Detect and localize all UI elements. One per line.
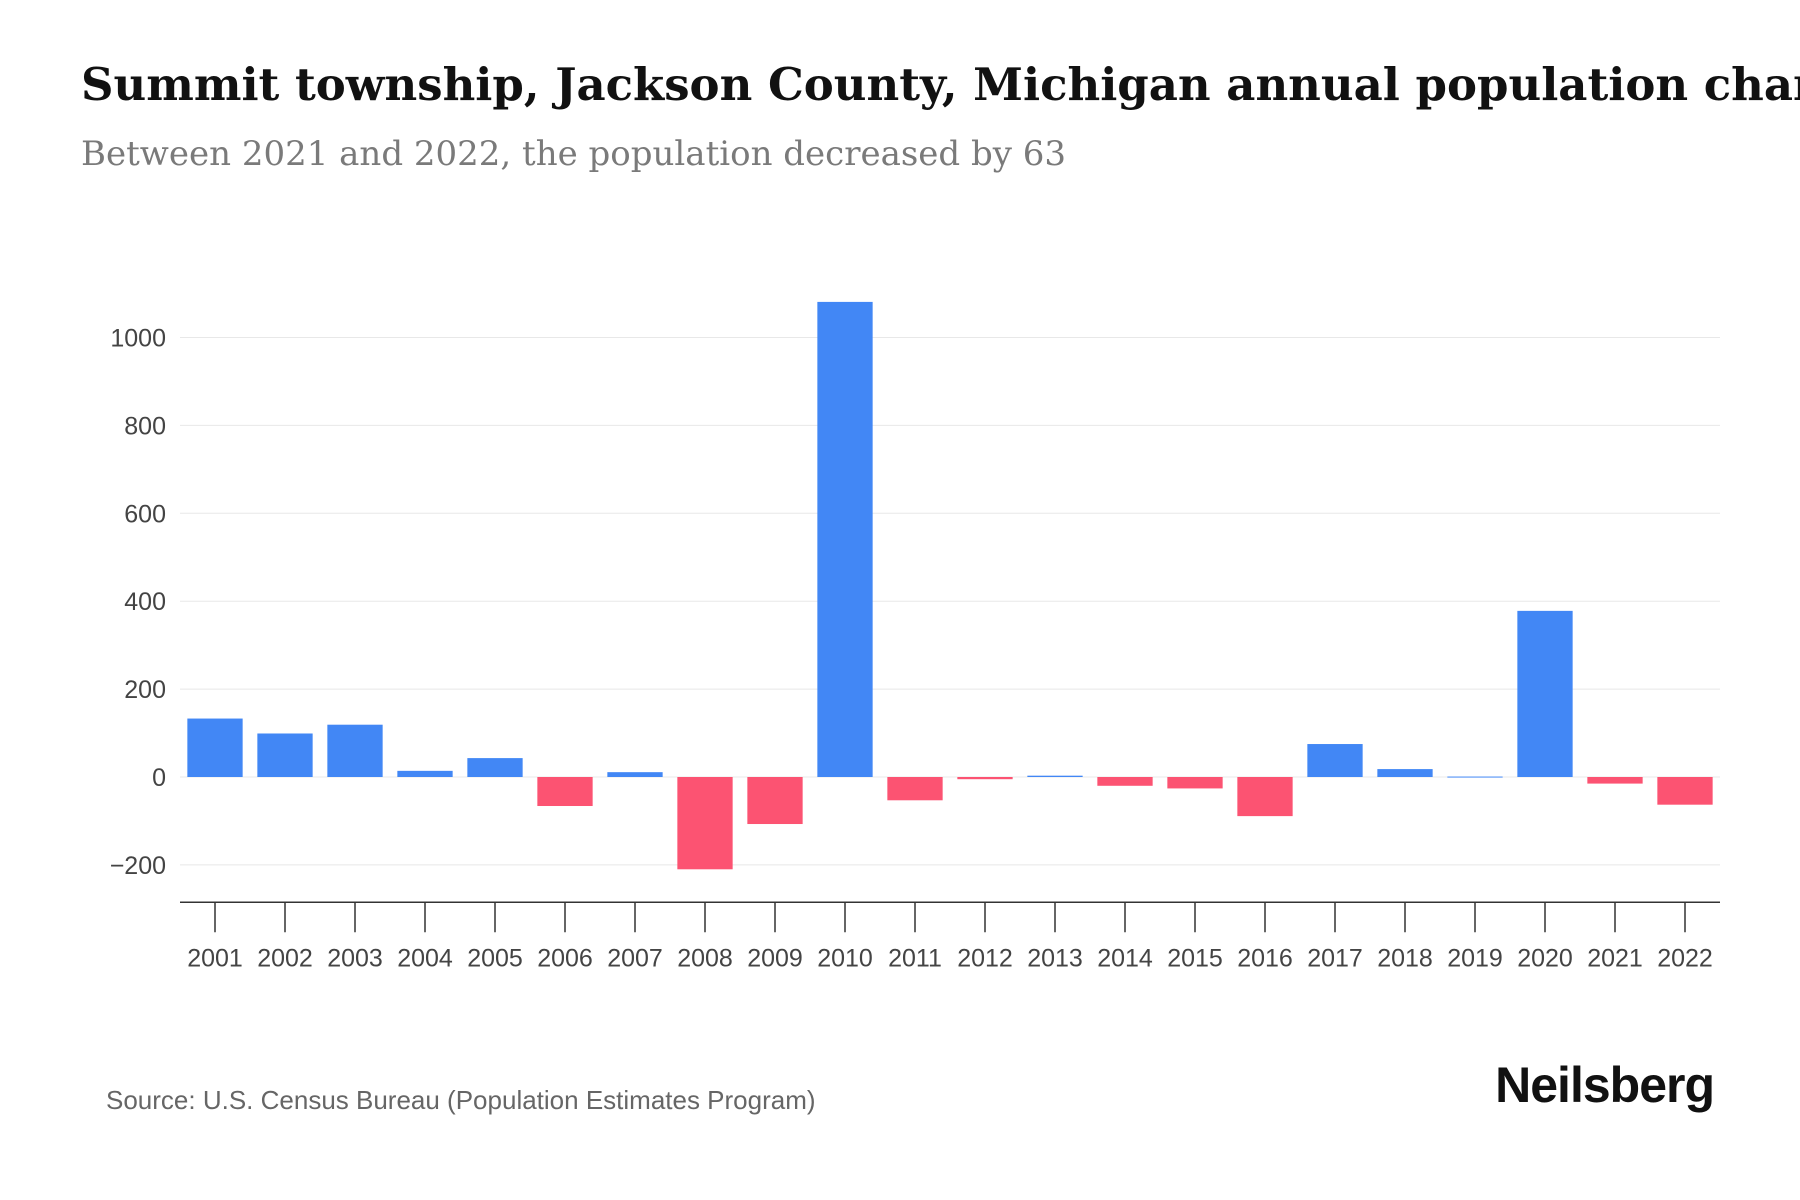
bar-2001	[187, 718, 243, 777]
x-tick-label: 2020	[1517, 944, 1573, 972]
x-tick-label: 2014	[1097, 944, 1153, 972]
bar-2003	[327, 724, 383, 777]
x-tick-label: 2010	[817, 944, 873, 972]
bar-2015	[1167, 777, 1223, 789]
x-tick-label: 2011	[888, 944, 942, 972]
bar-2016	[1237, 777, 1293, 817]
bar-chart: 2001 2002 2003 2004 2005 2006 2007 2008 2009 2010…	[110, 301, 1720, 972]
y-tick-label: 600	[124, 500, 166, 528]
x-tick-label: 2013	[1027, 944, 1083, 972]
x-tick-label: 2015	[1167, 944, 1223, 972]
x-tick-label: 2019	[1447, 944, 1503, 972]
y-axis-labels: −200 0 200 400 600 800 1000	[110, 325, 166, 880]
bars	[187, 301, 1713, 870]
bar-2009	[747, 777, 803, 825]
source-note: Source: U.S. Census Bureau (Population E…	[106, 1085, 816, 1115]
bar-2008	[677, 777, 733, 870]
bar-2004	[397, 770, 453, 777]
x-tick-label: 2008	[677, 944, 733, 972]
x-tick-label: 2018	[1377, 944, 1433, 972]
bar-2002	[257, 733, 313, 777]
bar-2021	[1587, 777, 1643, 784]
x-tick-label: 2012	[957, 944, 1013, 972]
bar-2022	[1657, 777, 1713, 805]
x-axis: 2001 2002 2003 2004 2005 2006 2007 2008 2009 2010…	[180, 901, 1720, 972]
y-tick-label: 1000	[110, 325, 166, 353]
y-tick-label: 0	[152, 764, 166, 792]
y-tick-label: 200	[124, 676, 166, 704]
x-tick-label: 2016	[1237, 944, 1293, 972]
x-tick-label: 2003	[327, 944, 383, 972]
x-tick-label: 2007	[607, 944, 663, 972]
bar-2013	[1027, 775, 1083, 777]
x-tick-label: 2001	[187, 944, 243, 972]
bar-2011	[887, 777, 943, 801]
bar-2017	[1307, 744, 1363, 777]
x-tick-label: 2005	[467, 944, 523, 972]
bar-2006	[537, 777, 593, 807]
bar-2010	[817, 301, 873, 777]
chart-subtitle: Between 2021 and 2022, the population de…	[81, 134, 1067, 174]
x-tick-label: 2006	[537, 944, 593, 972]
brand-logo: Neilsberg	[1495, 1057, 1715, 1113]
x-tick-label: 2002	[257, 944, 313, 972]
bar-2018	[1377, 769, 1433, 777]
bar-2007	[607, 772, 663, 777]
bar-2019	[1447, 776, 1503, 778]
y-tick-label: 800	[124, 412, 166, 440]
y-tick-label: −200	[110, 852, 166, 880]
bar-2020	[1517, 610, 1573, 777]
chart-title: Summit township, Jackson County, Michiga…	[81, 58, 1800, 111]
x-tick-label: 2017	[1307, 944, 1363, 972]
bar-2005	[467, 758, 523, 777]
x-tick-label: 2021	[1587, 944, 1643, 972]
y-tick-label: 400	[124, 588, 166, 616]
gridlines	[180, 337, 1720, 866]
x-tick-label: 2022	[1657, 944, 1713, 972]
bar-2012	[957, 777, 1013, 780]
x-tick-label: 2004	[397, 944, 453, 972]
x-tick-label: 2009	[747, 944, 803, 972]
bar-2014	[1097, 777, 1153, 786]
